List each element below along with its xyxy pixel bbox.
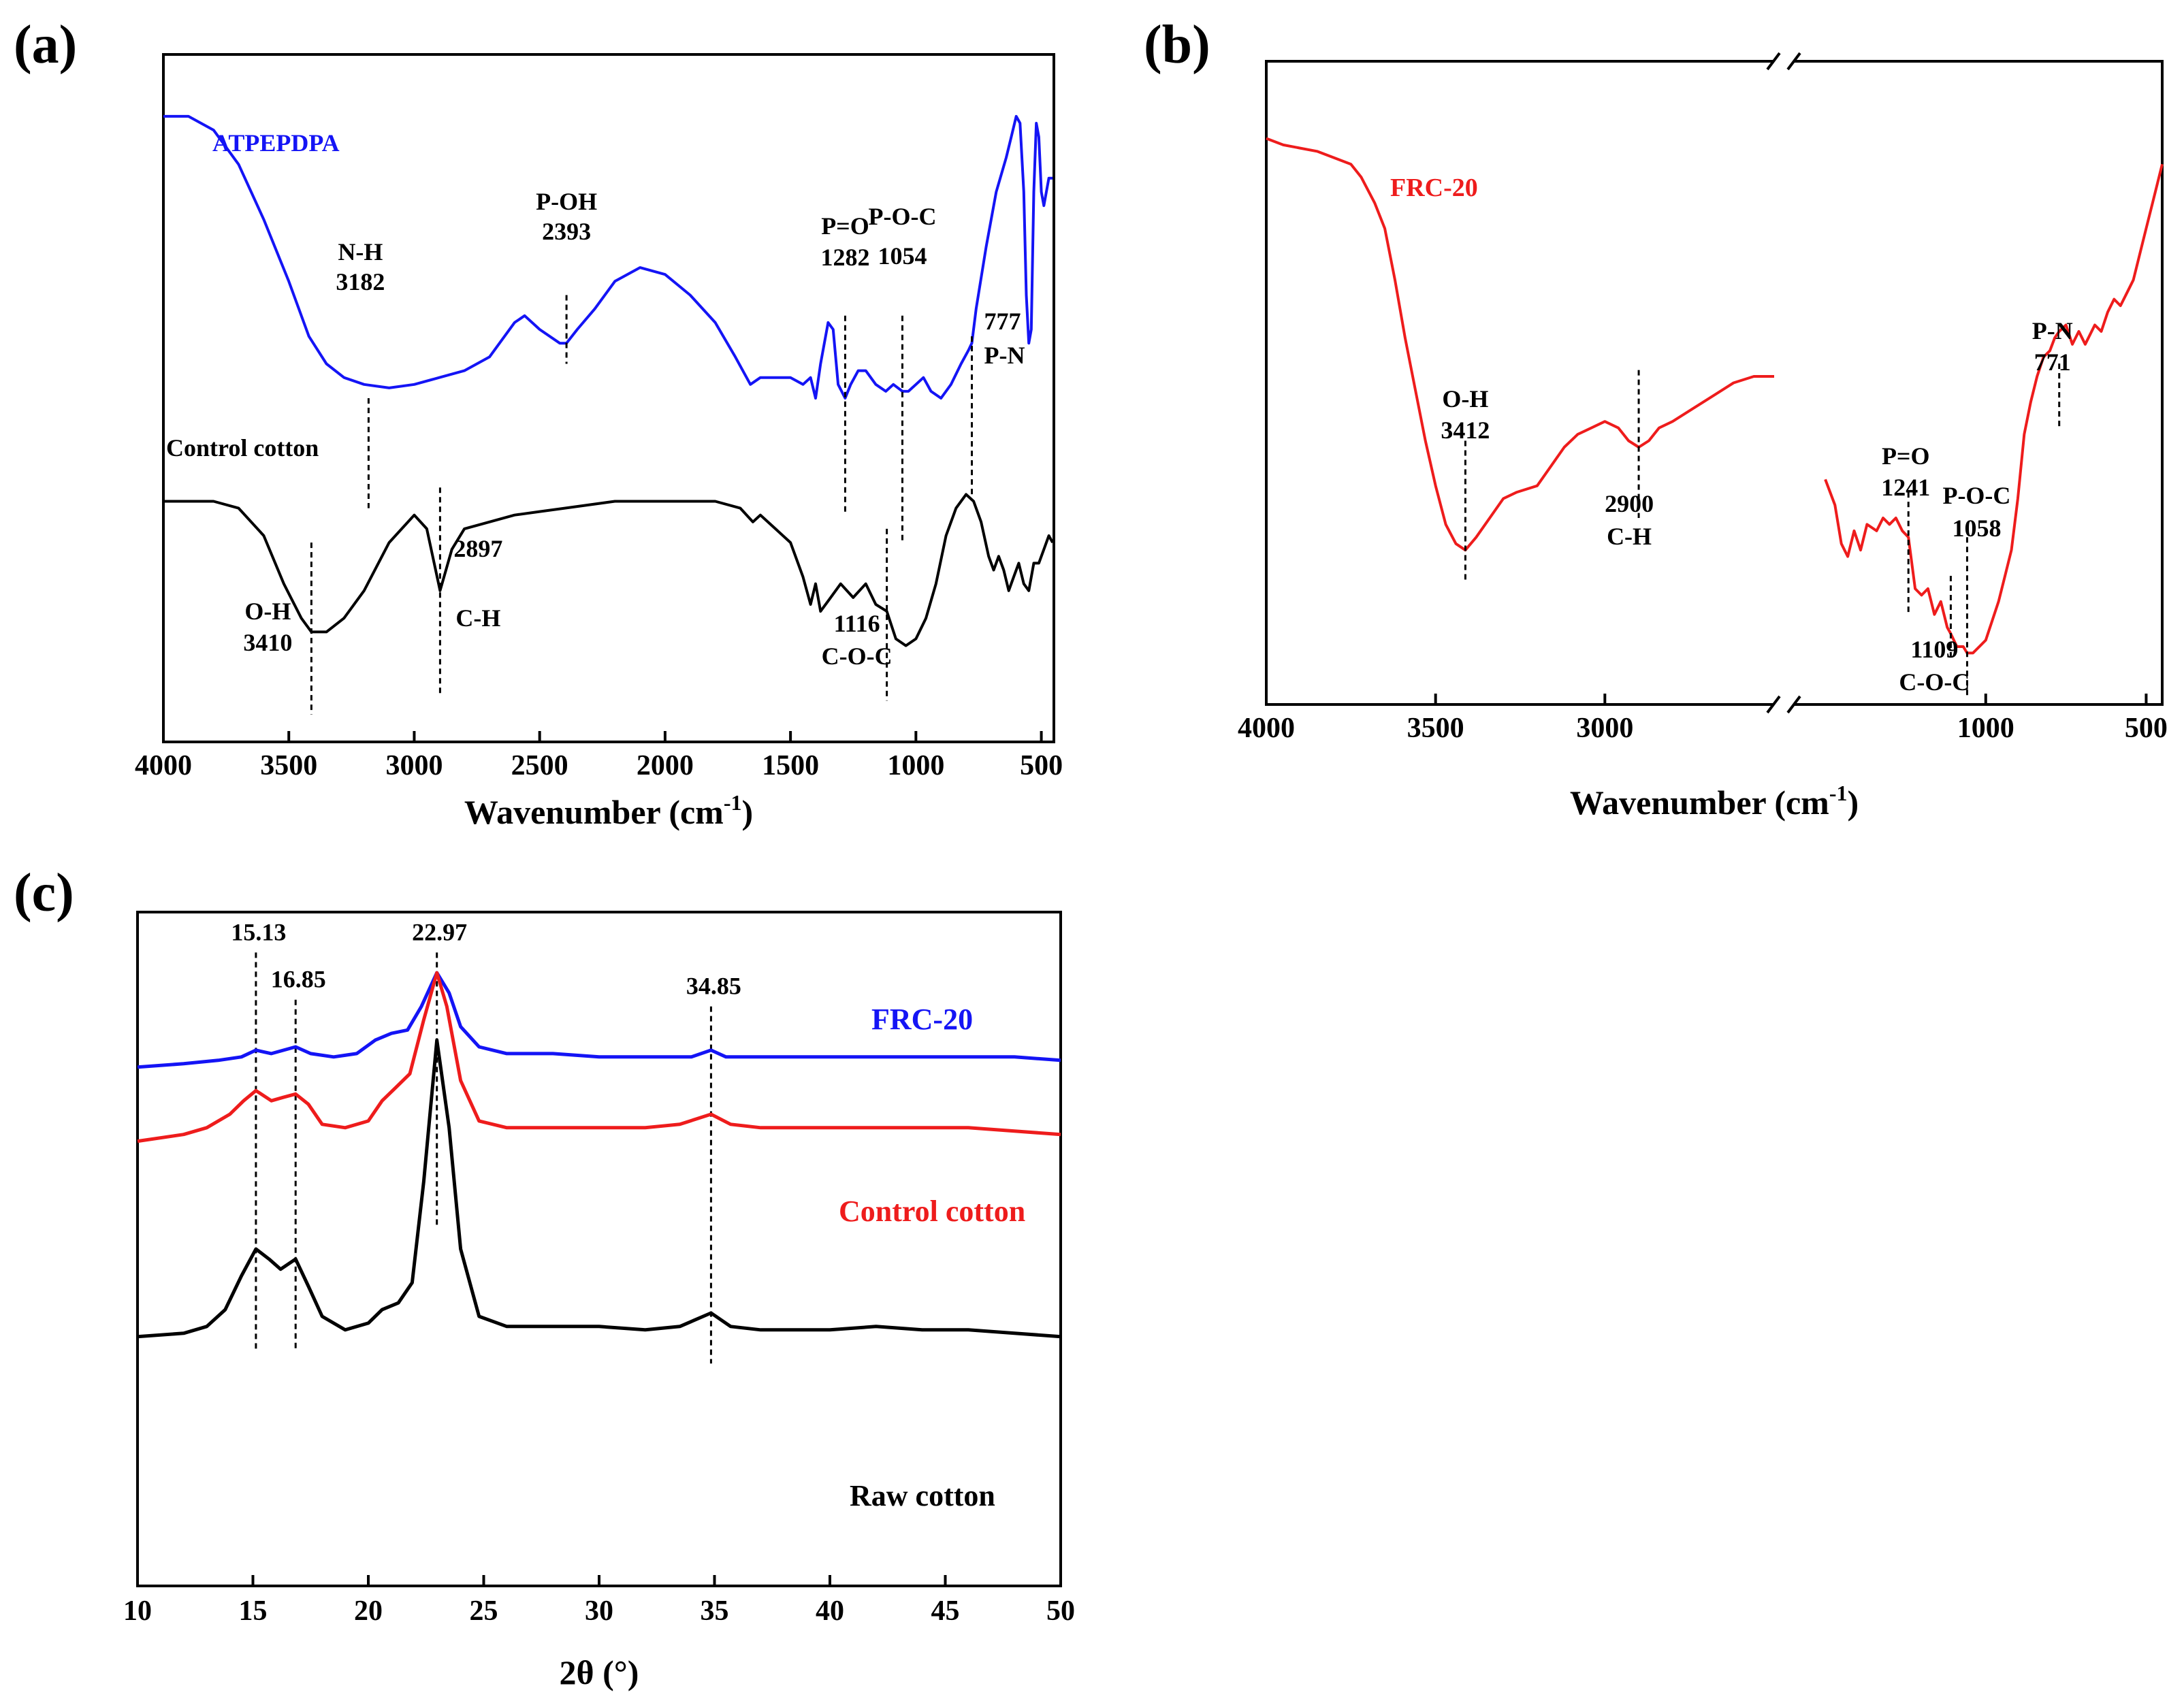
panel-a-ann-label2-ch: C-H <box>455 604 500 632</box>
panel-b-x-tick-label-4: 500 <box>2125 713 2168 744</box>
panel-a-ann-label1-pn: 777 <box>984 308 1021 335</box>
panel-b-label: (b) <box>1144 15 1210 75</box>
panel-a-series <box>163 114 1054 647</box>
panel-c-series-line-2 <box>137 1038 1061 1339</box>
panel-a-x-tick-label-1: 3500 <box>260 750 317 781</box>
panel-a-ann-label2-po: 1282 <box>820 244 869 271</box>
panel-a-series-label-atpepdpa: ATPEPDPA <box>212 129 340 157</box>
panel-a-ann-label1-poh: P-OH <box>536 188 597 215</box>
panel-a-ann-label1-po: P=O <box>821 212 869 240</box>
panel-a-annotations: N-H 3182 P-OH 2393 P=O 1282 P-O-C 1054 777 P-N O-H… <box>243 188 1025 715</box>
panel-b-series <box>1266 137 2164 655</box>
panel-b-ann-label2-coc: C-O-C <box>1899 668 1970 696</box>
panel-b-ann-label2-po: 1241 <box>1881 474 1930 501</box>
panel-a-series-label-control: Control cotton <box>166 434 319 461</box>
panel-c: (c) 10 15 20 25 30 35 40 45 50 15.13 16.85 22.97 34… <box>14 863 1075 1691</box>
panel-b-x-axis-label: Wavenumber (cm-1) <box>1570 781 1859 822</box>
panel-c-series <box>137 971 1061 1339</box>
panel-a-x-tick-label-7: 500 <box>1020 750 1063 781</box>
panel-a-ann-label2-poh: 2393 <box>542 218 591 245</box>
panel-a-series-line-1 <box>163 493 1054 647</box>
panel-a-ann-label1-ch: 2897 <box>453 535 502 562</box>
panel-b-ann-label2-ch: C-H <box>1607 523 1652 550</box>
panel-c-x-tick-label-2: 20 <box>354 1595 383 1627</box>
panel-b: (b) 4000 3500 3000 1000 500 O-H 3412 2900 C-H P=… <box>1144 15 2168 822</box>
panel-c-series-line-1 <box>137 971 1061 1144</box>
panel-a-x-tick-label-0: 4000 <box>135 750 192 781</box>
panel-b-x-tick-label-0: 4000 <box>1238 713 1295 744</box>
panel-b-ann-label1-po: P=O <box>1882 442 1930 470</box>
panel-a-label: (a) <box>14 15 77 75</box>
panel-c-label: (c) <box>14 863 74 923</box>
panel-c-x-tick-label-6: 40 <box>816 1595 844 1627</box>
panel-c-x-tick-label-0: 10 <box>123 1595 152 1627</box>
panel-c-series-label-raw: Raw cotton <box>850 1479 995 1512</box>
panel-a-x-tick-label-6: 1000 <box>887 750 944 781</box>
panel-b-series-line-right <box>1824 163 2164 655</box>
panel-b-ann-label2-pn: 771 <box>2034 348 2071 376</box>
panel-c-x-tick-label-4: 30 <box>585 1595 613 1627</box>
panel-c-peak-label-0: 15.13 <box>231 918 286 945</box>
panel-c-x-tick-label-1: 15 <box>239 1595 268 1627</box>
panel-a-ann-label2-poc: 1054 <box>878 242 927 270</box>
panel-a-x-axis-label: Wavenumber (cm-1) <box>464 790 753 831</box>
panel-a: (a) 4000 3500 3000 2500 2000 1500 1000 500 N-H 3… <box>14 15 1063 831</box>
panel-c-x-tick-label-7: 45 <box>931 1595 960 1627</box>
panel-b-ann-label1-oh: O-H <box>1442 385 1488 412</box>
panel-a-ann-label1-oh: O-H <box>244 598 291 625</box>
panel-b-x-tick-label-1: 3500 <box>1407 713 1464 744</box>
panel-a-x-tick-label-4: 2000 <box>637 750 694 781</box>
panel-a-ann-label2-pn: P-N <box>984 342 1025 369</box>
panel-b-ann-label1-poc: P-O-C <box>1942 482 2010 509</box>
panel-b-annotations: O-H 3412 2900 C-H P=O 1241 1109 C-O-C P-O-C 1058 P… <box>1441 317 2073 698</box>
panel-a-ann-label2-oh: 3410 <box>243 629 292 656</box>
panel-a-ann-label2-coc: C-O-C <box>822 643 893 670</box>
panel-c-x-tick-label-3: 25 <box>470 1595 498 1627</box>
panel-a-ann-label1-poc: P-O-C <box>868 203 936 230</box>
panel-a-ann-label2-nh: 3182 <box>336 268 385 295</box>
panel-c-peak-label-2: 22.97 <box>412 918 467 945</box>
panel-c-peak-label-1: 16.85 <box>271 966 326 993</box>
panel-b-x-ticks: 4000 3500 3000 1000 500 <box>1238 694 2168 744</box>
panel-a-x-ticks: 4000 3500 3000 2500 2000 1500 1000 500 <box>135 731 1063 781</box>
panel-c-x-tick-label-8: 50 <box>1046 1595 1075 1627</box>
panel-c-series-label-control: Control cotton <box>839 1195 1025 1228</box>
panel-b-ann-label2-oh: 3412 <box>1441 417 1490 444</box>
panel-c-x-ticks: 10 15 20 25 30 35 40 45 50 <box>123 1575 1075 1627</box>
panel-c-peak-label-3: 34.85 <box>686 973 741 1000</box>
panel-c-series-label-frc20: FRC-20 <box>871 1003 973 1036</box>
panel-b-frame <box>1265 60 2164 706</box>
panel-a-x-tick-label-2: 3000 <box>385 750 443 781</box>
panel-b-x-tick-label-2: 3000 <box>1576 713 1633 744</box>
panel-b-series-line-left <box>1266 137 1774 552</box>
panel-b-ann-label1-pn: P-N <box>2032 317 2073 344</box>
panel-a-ann-label1-nh: N-H <box>338 238 383 265</box>
panel-a-ann-label1-coc: 1116 <box>834 610 880 637</box>
panel-b-ann-label2-poc: 1058 <box>1952 515 2001 542</box>
panel-b-x-tick-label-3: 1000 <box>1957 713 2014 744</box>
panel-b-ann-label1-ch: 2900 <box>1605 490 1654 517</box>
panel-c-peak-lines: 15.13 16.85 22.97 34.85 <box>231 918 741 1364</box>
panel-c-x-axis-label: 2θ (°) <box>560 1653 639 1691</box>
panel-a-x-tick-label-3: 2500 <box>511 750 568 781</box>
panel-b-series-label-frc20: FRC-20 <box>1390 174 1478 202</box>
panel-c-x-tick-label-5: 35 <box>701 1595 729 1627</box>
panel-a-frame <box>162 53 1055 743</box>
panel-b-axis-break <box>1766 52 1801 714</box>
panel-c-series-line-0 <box>137 971 1061 1069</box>
panel-a-series-line-0 <box>163 114 1053 400</box>
panel-a-x-tick-label-5: 1500 <box>762 750 819 781</box>
panel-b-ann-label1-coc: 1109 <box>1910 636 1958 663</box>
